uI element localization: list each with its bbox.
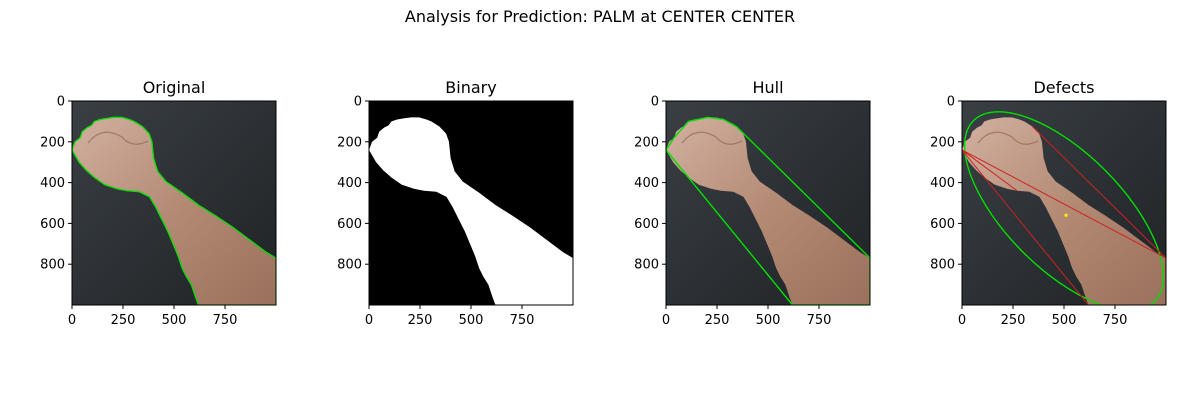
y-tick-label: 600 [930,217,955,232]
fist-knuckles [977,131,1039,145]
y-tick-label: 800 [930,258,955,273]
x-tick-label: 250 [111,313,136,328]
x-tick-label: 750 [510,313,535,328]
x-tick-label: 250 [705,313,730,328]
convex-hull [666,116,870,305]
defect-line [962,149,1018,192]
y-tick-label: 200 [930,135,955,150]
x-tick-label: 750 [807,313,832,328]
x-tick-label: 750 [213,313,238,328]
panels: Original 0 200 400 600 800 0 250 500 750 Binary 0 20… [40,78,1167,328]
y-tick-label: 0 [57,95,65,110]
x-tick-label: 500 [1052,313,1077,328]
x-tick-label: 0 [958,313,966,328]
y-tick-label: 400 [40,176,65,191]
y-tick-label: 800 [337,258,362,273]
defect-point [1064,213,1068,217]
panel-title-original: Original [143,78,206,97]
x-tick-label: 500 [162,313,187,328]
panel-title-binary: Binary [445,78,496,97]
panel-image-defects [962,101,1166,305]
defect-line [962,149,1166,259]
x-tick-label: 0 [68,313,76,328]
y-tick-label: 400 [930,176,955,191]
y-tick-label: 800 [40,258,65,273]
y-tick-label: 600 [634,217,659,232]
panel-hull: Hull 0 200 400 600 800 0 250 500 750 [634,78,871,328]
x-tick-label: 250 [408,313,433,328]
x-tick-label: 0 [365,313,373,328]
y-tick-label: 200 [337,135,362,150]
y-tick-label: 0 [354,95,362,110]
y-tick-label: 200 [40,135,65,150]
panel-original: Original 0 200 400 600 800 0 250 500 750 [40,78,277,328]
x-tick-label: 250 [1001,313,1026,328]
panel-image-original [72,101,276,305]
defect-line [1032,126,1166,259]
x-tick-label: 0 [662,313,670,328]
defect-line [962,149,1089,305]
x-tick-label: 500 [459,313,484,328]
fist-knuckles [681,131,743,145]
y-tick-label: 200 [634,135,659,150]
fist-knuckles [87,131,149,145]
panel-image-binary [369,101,573,305]
fitted-ellipse [963,111,1165,305]
panel-defects: Defects 0 200 400 600 800 0 250 500 750 [930,78,1167,328]
figure-suptitle: Analysis for Prediction: PALM at CENTER … [405,7,795,26]
panel-image-hull [666,101,870,305]
y-tick-label: 0 [947,95,955,110]
panel-binary: Binary 0 200 400 600 800 0 250 500 750 [337,78,574,328]
y-tick-label: 800 [634,258,659,273]
y-tick-label: 600 [40,217,65,232]
x-tick-label: 750 [1103,313,1128,328]
y-tick-label: 400 [634,176,659,191]
panel-title-defects: Defects [1033,78,1094,97]
panel-title-hull: Hull [752,78,783,97]
y-tick-label: 400 [337,176,362,191]
y-tick-label: 600 [337,217,362,232]
x-tick-label: 500 [756,313,781,328]
y-tick-label: 0 [651,95,659,110]
